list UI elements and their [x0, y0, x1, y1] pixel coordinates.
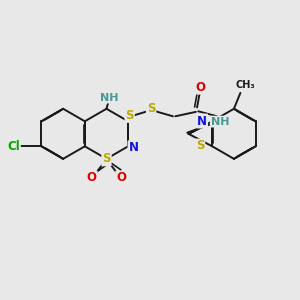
Text: S: S: [196, 140, 204, 152]
Text: S: S: [102, 152, 111, 165]
Text: O: O: [116, 172, 126, 184]
Text: CH₃: CH₃: [236, 80, 256, 90]
Text: N: N: [197, 115, 207, 128]
Text: Cl: Cl: [7, 140, 20, 153]
Text: N: N: [128, 141, 139, 154]
Text: S: S: [147, 102, 155, 116]
Text: NH: NH: [211, 117, 229, 127]
Text: O: O: [195, 81, 205, 94]
Text: S: S: [125, 109, 134, 122]
Text: NH: NH: [100, 93, 118, 103]
Text: O: O: [87, 172, 97, 184]
